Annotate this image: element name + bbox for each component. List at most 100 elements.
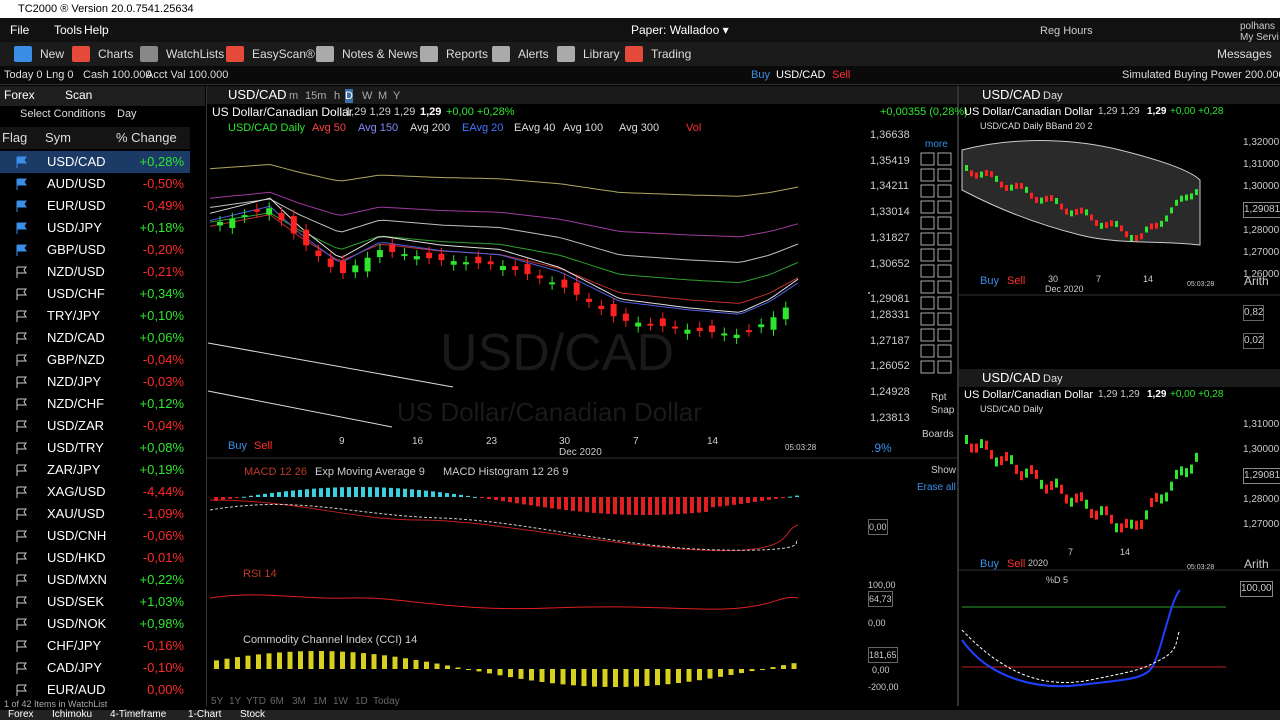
buy-button[interactable]: Buy: [980, 558, 999, 570]
toolbar-button[interactable]: Alerts: [518, 47, 549, 61]
toolbar-button[interactable]: New: [40, 47, 65, 61]
rpt[interactable]: Rpt: [931, 392, 947, 403]
timeframe[interactable]: 6M: [270, 696, 284, 707]
interval[interactable]: D: [345, 89, 353, 103]
period[interactable]: Day: [1043, 373, 1063, 385]
account[interactable]: Paper: Walladoo ▾: [631, 23, 729, 37]
boards[interactable]: Boards: [922, 429, 954, 440]
timeframe[interactable]: 1W: [333, 696, 348, 707]
menu-item[interactable]: Tools: [54, 23, 83, 37]
timeframe[interactable]: Today: [373, 696, 400, 707]
symbol[interactable]: GBP/NZD: [47, 352, 105, 367]
symbol[interactable]: USD/CAD: [47, 154, 106, 169]
symbol[interactable]: USD/TRY: [47, 440, 104, 455]
symbol[interactable]: ZAR/JPY: [47, 462, 101, 477]
buy-button[interactable]: Buy: [980, 275, 999, 287]
column-header[interactable]: % Change: [116, 130, 177, 145]
symbol[interactable]: USD/SEK: [47, 594, 105, 609]
column-header[interactable]: Sym: [45, 130, 71, 145]
interval[interactable]: m: [289, 90, 299, 102]
snap[interactable]: Snap: [931, 405, 955, 416]
indicator-legend[interactable]: EAvg 20: [462, 122, 504, 134]
toolbar-button[interactable]: Trading: [651, 47, 692, 61]
period[interactable]: Day: [1043, 90, 1063, 102]
pane-label[interactable]: Exp Moving Average 9: [315, 466, 425, 478]
tab[interactable]: Ichimoku: [52, 709, 93, 720]
symbol[interactable]: NZD/CAD: [47, 330, 105, 345]
indicator-legend[interactable]: Vol: [686, 122, 702, 134]
timeframe[interactable]: 1Y: [229, 696, 242, 707]
toolbar-button[interactable]: Charts: [98, 47, 134, 61]
toolbar-button[interactable]: WatchLists: [166, 47, 225, 61]
toolbar-button[interactable]: Notes & News: [342, 47, 419, 61]
symbol[interactable]: EUR/USD: [47, 198, 106, 213]
symbol[interactable]: EUR/AUD: [47, 682, 106, 697]
indicator-legend[interactable]: Avg 150: [358, 122, 399, 134]
arith[interactable]: Arith: [1244, 274, 1269, 288]
indicator-legend[interactable]: USD/CAD Daily: [980, 404, 1044, 414]
tab[interactable]: Stock: [240, 709, 266, 720]
interval[interactable]: W: [362, 90, 373, 102]
indicator-legend[interactable]: Avg 200: [410, 122, 451, 134]
indicator-legend[interactable]: EAvg 40: [514, 122, 556, 134]
arith[interactable]: Arith: [1244, 557, 1269, 571]
symbol[interactable]: AUD/USD: [47, 176, 106, 191]
messages[interactable]: Messages: [1217, 47, 1272, 61]
timeframe[interactable]: YTD: [246, 696, 266, 707]
interval[interactable]: Y: [393, 90, 401, 102]
sell-button[interactable]: Sell: [1007, 558, 1026, 570]
pane-label[interactable]: MACD 12 26: [244, 466, 307, 478]
symbol[interactable]: USD/ZAR: [47, 418, 105, 433]
tab[interactable]: 4-Timeframe: [110, 709, 167, 720]
symbol[interactable]: NZD/CHF: [47, 396, 105, 411]
symbol[interactable]: USD/NOK: [47, 616, 107, 631]
toolbar-button[interactable]: Library: [583, 47, 620, 61]
symbol[interactable]: NZD/JPY: [47, 374, 102, 389]
interval[interactable]: M: [378, 90, 388, 102]
column-header[interactable]: Flag: [2, 130, 28, 145]
interval[interactable]: h: [334, 90, 341, 102]
sell-button[interactable]: Sell: [832, 69, 851, 81]
more[interactable]: more: [925, 139, 948, 150]
indicator-legend[interactable]: Avg 300: [619, 122, 660, 134]
conditions[interactable]: Select Conditions: [20, 108, 106, 120]
toolbar-button[interactable]: Reports: [446, 47, 489, 61]
pane-label[interactable]: RSI 14: [243, 568, 277, 580]
buy-button[interactable]: Buy: [228, 440, 247, 452]
scan[interactable]: Scan: [65, 88, 93, 102]
symbol[interactable]: TRY/JPY: [47, 308, 101, 323]
symbol[interactable]: NZD/USD: [47, 264, 105, 279]
timeframe[interactable]: 1D: [355, 696, 368, 707]
period[interactable]: Day: [117, 108, 137, 120]
tab[interactable]: 1-Chart: [188, 709, 222, 720]
menu-item[interactable]: Help: [84, 23, 109, 37]
list-name[interactable]: Forex: [4, 88, 35, 102]
pane-label[interactable]: Commodity Channel Index (CCI) 14: [243, 634, 418, 646]
indicator-legend[interactable]: USD/CAD Daily: [228, 122, 306, 134]
indicator-legend[interactable]: USD/CAD Daily BBand 20 2: [980, 121, 1093, 131]
buy-button[interactable]: Buy: [751, 69, 770, 81]
symbol[interactable]: USD/CNH: [47, 528, 107, 543]
indicator-legend[interactable]: Avg 100: [563, 122, 604, 134]
indicator-legend[interactable]: Avg 50: [312, 122, 347, 134]
sell-button[interactable]: Sell: [254, 440, 273, 452]
toolbar-button[interactable]: EasyScan®: [252, 47, 315, 61]
tab[interactable]: Forex: [8, 709, 34, 720]
symbol[interactable]: USD/HKD: [47, 550, 106, 565]
symbol[interactable]: USD/MXN: [47, 572, 107, 587]
interval[interactable]: 15m: [305, 90, 327, 102]
symbol[interactable]: CHF/JPY: [47, 638, 102, 653]
pane-label[interactable]: MACD Histogram 12 26 9: [443, 466, 569, 478]
symbol[interactable]: USD/CHF: [47, 286, 105, 301]
symbol[interactable]: GBP/USD: [47, 242, 106, 257]
symbol[interactable]: CAD/JPY: [47, 660, 102, 675]
timeframe[interactable]: 5Y: [211, 696, 224, 707]
symbol[interactable]: XAU/USD: [47, 506, 105, 521]
show[interactable]: Show: [931, 465, 957, 476]
symbol[interactable]: XAG/USD: [47, 484, 106, 499]
symbol[interactable]: USD/JPY: [47, 220, 102, 235]
timeframe[interactable]: 3M: [292, 696, 306, 707]
timeframe[interactable]: 1M: [313, 696, 327, 707]
erase-all[interactable]: Erase all: [917, 482, 956, 493]
menu-item[interactable]: File: [10, 23, 30, 37]
